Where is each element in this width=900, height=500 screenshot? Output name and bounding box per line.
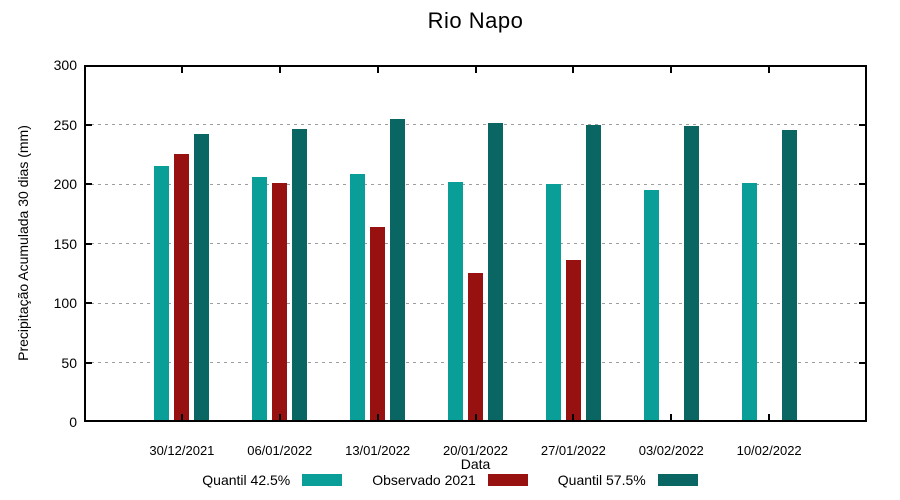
- legend-item: Observado 2021: [372, 472, 528, 488]
- legend-label: Observado 2021: [372, 472, 476, 488]
- x-tick-mark: [572, 414, 575, 422]
- bar-observado-2021: [468, 273, 483, 422]
- bar-quantil-42.5-: [545, 184, 561, 422]
- bar-quantil-42.5-: [252, 176, 268, 422]
- x-tick-mark: [278, 414, 281, 422]
- legend: Quantil 42.5% Observado 2021 Quantil 57.5%: [0, 472, 900, 488]
- x-tick-mark: [180, 414, 183, 422]
- x-tick-label: 20/01/2022: [442, 443, 509, 458]
- bar-quantil-42.5-: [448, 181, 463, 422]
- y-tick-label: 0: [69, 414, 77, 430]
- bar-observado-2021: [174, 154, 190, 422]
- y-tick-label: 300: [53, 57, 77, 73]
- x-tick-mark: [278, 65, 281, 73]
- bar-quantil-57.5-: [488, 123, 503, 422]
- legend-item: Quantil 42.5%: [202, 472, 343, 488]
- y-tick-label: 200: [53, 176, 77, 192]
- bar-observado-2021: [370, 226, 386, 422]
- y-tick-label: 50: [61, 354, 77, 371]
- x-tick-mark: [474, 65, 477, 73]
- y-tick-mark: [859, 183, 867, 185]
- bar-quantil-57.5-: [292, 129, 308, 422]
- bar-quantil-42.5-: [741, 182, 757, 422]
- x-tick-mark: [180, 65, 183, 73]
- y-tick-label: 150: [53, 235, 77, 252]
- legend-swatch: [657, 474, 698, 486]
- x-tick-mark: [376, 65, 379, 73]
- x-tick-mark: [474, 414, 477, 422]
- gridline: [84, 183, 867, 185]
- bar-quantil-57.5-: [781, 130, 797, 422]
- bar-observado-2021: [272, 182, 288, 422]
- y-tick-mark: [84, 183, 92, 185]
- x-tick-mark: [768, 414, 771, 422]
- y-tick-mark: [859, 242, 867, 245]
- gridline: [84, 124, 867, 125]
- y-tick-mark: [859, 123, 867, 126]
- x-tick-label: 30/12/2021: [149, 443, 215, 458]
- y-tick-mark: [84, 302, 92, 304]
- bar-observado-2021: [565, 260, 581, 422]
- x-tick-mark: [670, 65, 673, 73]
- legend-item: Quantil 57.5%: [558, 472, 698, 488]
- x-tick-label: 13/01/2022: [345, 443, 411, 458]
- y-axis-label: Precipitação Acumulada 30 dias (mm): [15, 125, 31, 361]
- plot-area: [84, 65, 867, 422]
- gridline: [84, 243, 867, 244]
- legend-swatch: [302, 474, 343, 486]
- bar-quantil-57.5-: [390, 118, 406, 422]
- bar-quantil-42.5-: [643, 189, 659, 422]
- y-tick-mark: [859, 361, 867, 364]
- y-tick-label: 250: [53, 116, 77, 133]
- x-axis-label: Data: [460, 456, 491, 472]
- y-tick-mark: [84, 242, 92, 245]
- y-tick-mark: [84, 361, 92, 364]
- legend-label: Quantil 57.5%: [557, 472, 646, 488]
- legend-label: Quantil 42.5%: [202, 472, 291, 488]
- x-tick-mark: [572, 65, 575, 73]
- y-tick-label: 100: [53, 295, 77, 311]
- x-tick-label: 06/01/2022: [247, 443, 313, 458]
- x-tick-mark: [670, 414, 673, 422]
- x-tick-label: 27/01/2022: [540, 443, 606, 458]
- y-tick-mark: [859, 302, 867, 304]
- bar-quantil-57.5-: [585, 124, 601, 422]
- x-tick-label: 03/02/2022: [638, 443, 704, 458]
- x-tick-label: 10/02/2022: [736, 443, 802, 458]
- bar-quantil-57.5-: [194, 134, 210, 422]
- x-tick-mark: [376, 414, 379, 422]
- chart-title: Rio Napo: [427, 8, 524, 33]
- bar-quantil-42.5-: [154, 166, 170, 422]
- y-tick-mark: [84, 123, 92, 126]
- bar-quantil-57.5-: [683, 125, 699, 422]
- bar-quantil-42.5-: [350, 174, 366, 422]
- legend-swatch: [487, 474, 528, 486]
- x-tick-mark: [768, 65, 771, 73]
